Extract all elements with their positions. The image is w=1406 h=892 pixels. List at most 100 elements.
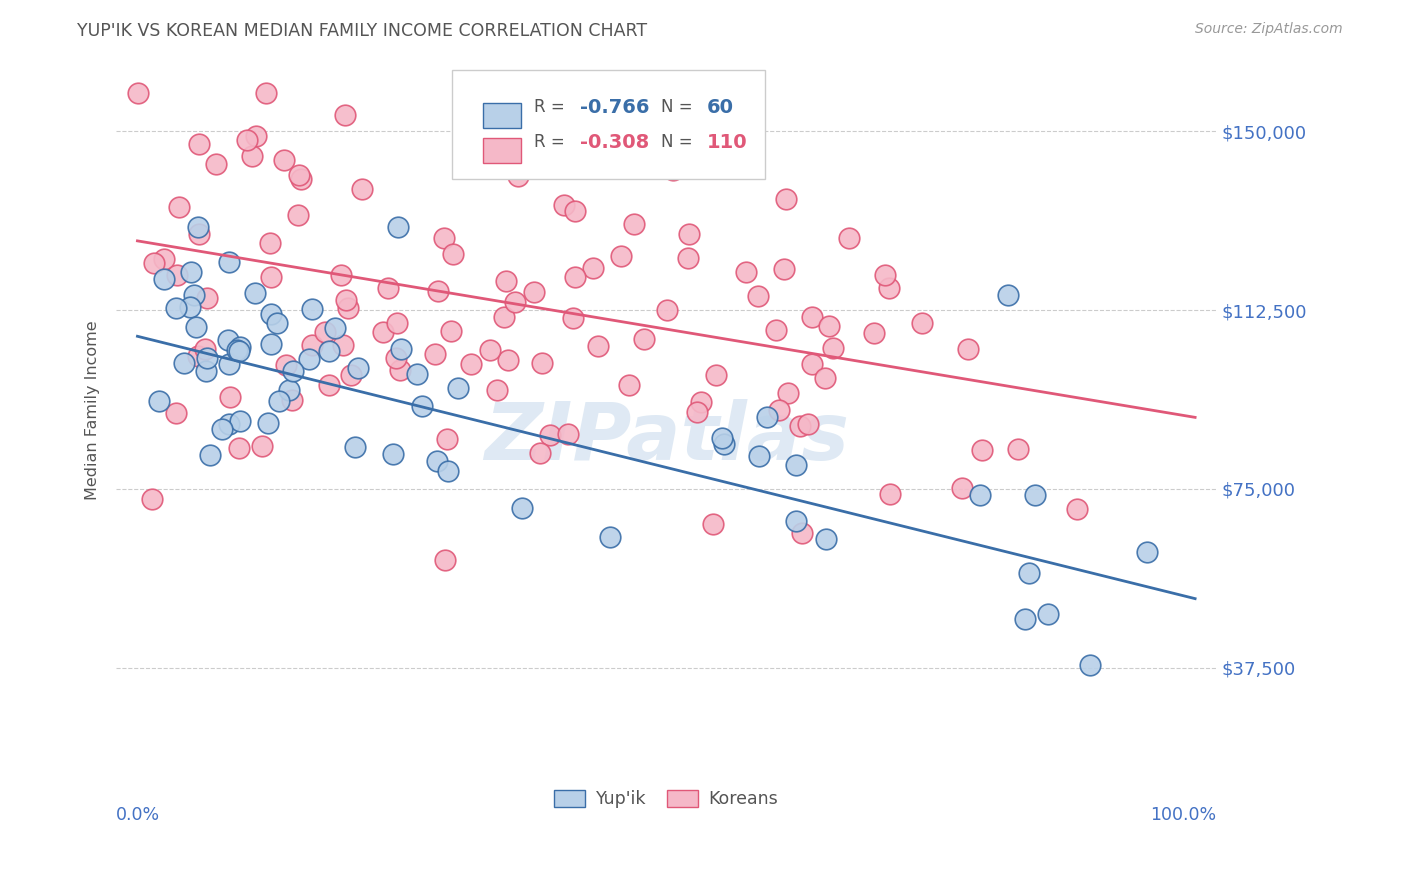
- Point: [503, 294, 526, 309]
- Point: [702, 517, 724, 532]
- Point: [211, 422, 233, 436]
- Point: [339, 368, 361, 382]
- Point: [281, 393, 304, 408]
- Point: [1024, 488, 1046, 502]
- Point: [226, 343, 249, 357]
- Point: [818, 318, 841, 333]
- Point: [426, 454, 449, 468]
- Point: [236, 133, 259, 147]
- Point: [814, 533, 837, 547]
- Point: [187, 227, 209, 241]
- Point: [801, 357, 824, 371]
- Point: [441, 247, 464, 261]
- Point: [127, 86, 149, 100]
- Point: [381, 447, 404, 461]
- Point: [561, 310, 583, 325]
- Point: [218, 357, 240, 371]
- Point: [479, 343, 502, 357]
- Point: [599, 530, 621, 544]
- Point: [498, 353, 520, 368]
- Text: N =: N =: [661, 133, 697, 152]
- Point: [406, 367, 429, 381]
- Point: [610, 249, 633, 263]
- Point: [713, 436, 735, 450]
- Point: [814, 370, 837, 384]
- Point: [217, 333, 239, 347]
- Point: [350, 182, 373, 196]
- Point: [186, 320, 208, 334]
- Point: [1014, 612, 1036, 626]
- Point: [165, 406, 187, 420]
- Point: [153, 271, 176, 285]
- Point: [785, 514, 807, 528]
- Point: [773, 261, 796, 276]
- Point: [1038, 607, 1060, 621]
- Point: [447, 381, 470, 395]
- Point: [600, 86, 623, 100]
- Point: [273, 153, 295, 168]
- Point: [169, 200, 191, 214]
- Point: [756, 409, 779, 424]
- Point: [789, 419, 811, 434]
- Point: [269, 394, 291, 409]
- Point: [797, 417, 820, 431]
- Point: [195, 351, 218, 366]
- Point: [228, 344, 250, 359]
- Point: [187, 349, 209, 363]
- Point: [734, 265, 756, 279]
- Point: [553, 197, 575, 211]
- FancyBboxPatch shape: [482, 138, 522, 163]
- Point: [564, 204, 586, 219]
- FancyBboxPatch shape: [482, 103, 522, 128]
- Point: [371, 325, 394, 339]
- Point: [662, 163, 685, 178]
- Point: [748, 449, 770, 463]
- Text: -0.308: -0.308: [581, 133, 650, 152]
- Point: [969, 488, 991, 502]
- Point: [873, 268, 896, 282]
- Point: [218, 255, 240, 269]
- Point: [166, 268, 188, 282]
- FancyBboxPatch shape: [451, 70, 765, 178]
- Point: [747, 288, 769, 302]
- Point: [180, 265, 202, 279]
- Point: [863, 326, 886, 340]
- Point: [343, 440, 366, 454]
- Point: [437, 464, 460, 478]
- Point: [245, 129, 267, 144]
- Point: [228, 441, 250, 455]
- Point: [879, 280, 901, 294]
- Point: [259, 235, 281, 250]
- Text: R =: R =: [534, 133, 571, 152]
- Point: [952, 481, 974, 495]
- Point: [1007, 442, 1029, 456]
- Point: [260, 307, 283, 321]
- Point: [801, 310, 824, 325]
- Point: [633, 332, 655, 346]
- Point: [347, 361, 370, 376]
- Point: [219, 391, 242, 405]
- Text: Source: ZipAtlas.com: Source: ZipAtlas.com: [1195, 22, 1343, 37]
- Point: [778, 385, 800, 400]
- Point: [494, 310, 516, 324]
- Point: [301, 302, 323, 317]
- Point: [879, 486, 901, 500]
- Point: [229, 414, 252, 428]
- Text: R =: R =: [534, 98, 571, 116]
- Point: [433, 553, 456, 567]
- Point: [911, 316, 934, 330]
- Point: [531, 356, 554, 370]
- Point: [183, 288, 205, 302]
- Point: [391, 342, 413, 356]
- Point: [335, 293, 357, 307]
- Point: [195, 364, 218, 378]
- Point: [243, 286, 266, 301]
- Point: [486, 383, 509, 397]
- Point: [510, 501, 533, 516]
- Point: [582, 261, 605, 276]
- Point: [1136, 545, 1159, 559]
- Point: [385, 351, 408, 366]
- Point: [141, 492, 163, 507]
- Point: [768, 402, 790, 417]
- Point: [586, 339, 609, 353]
